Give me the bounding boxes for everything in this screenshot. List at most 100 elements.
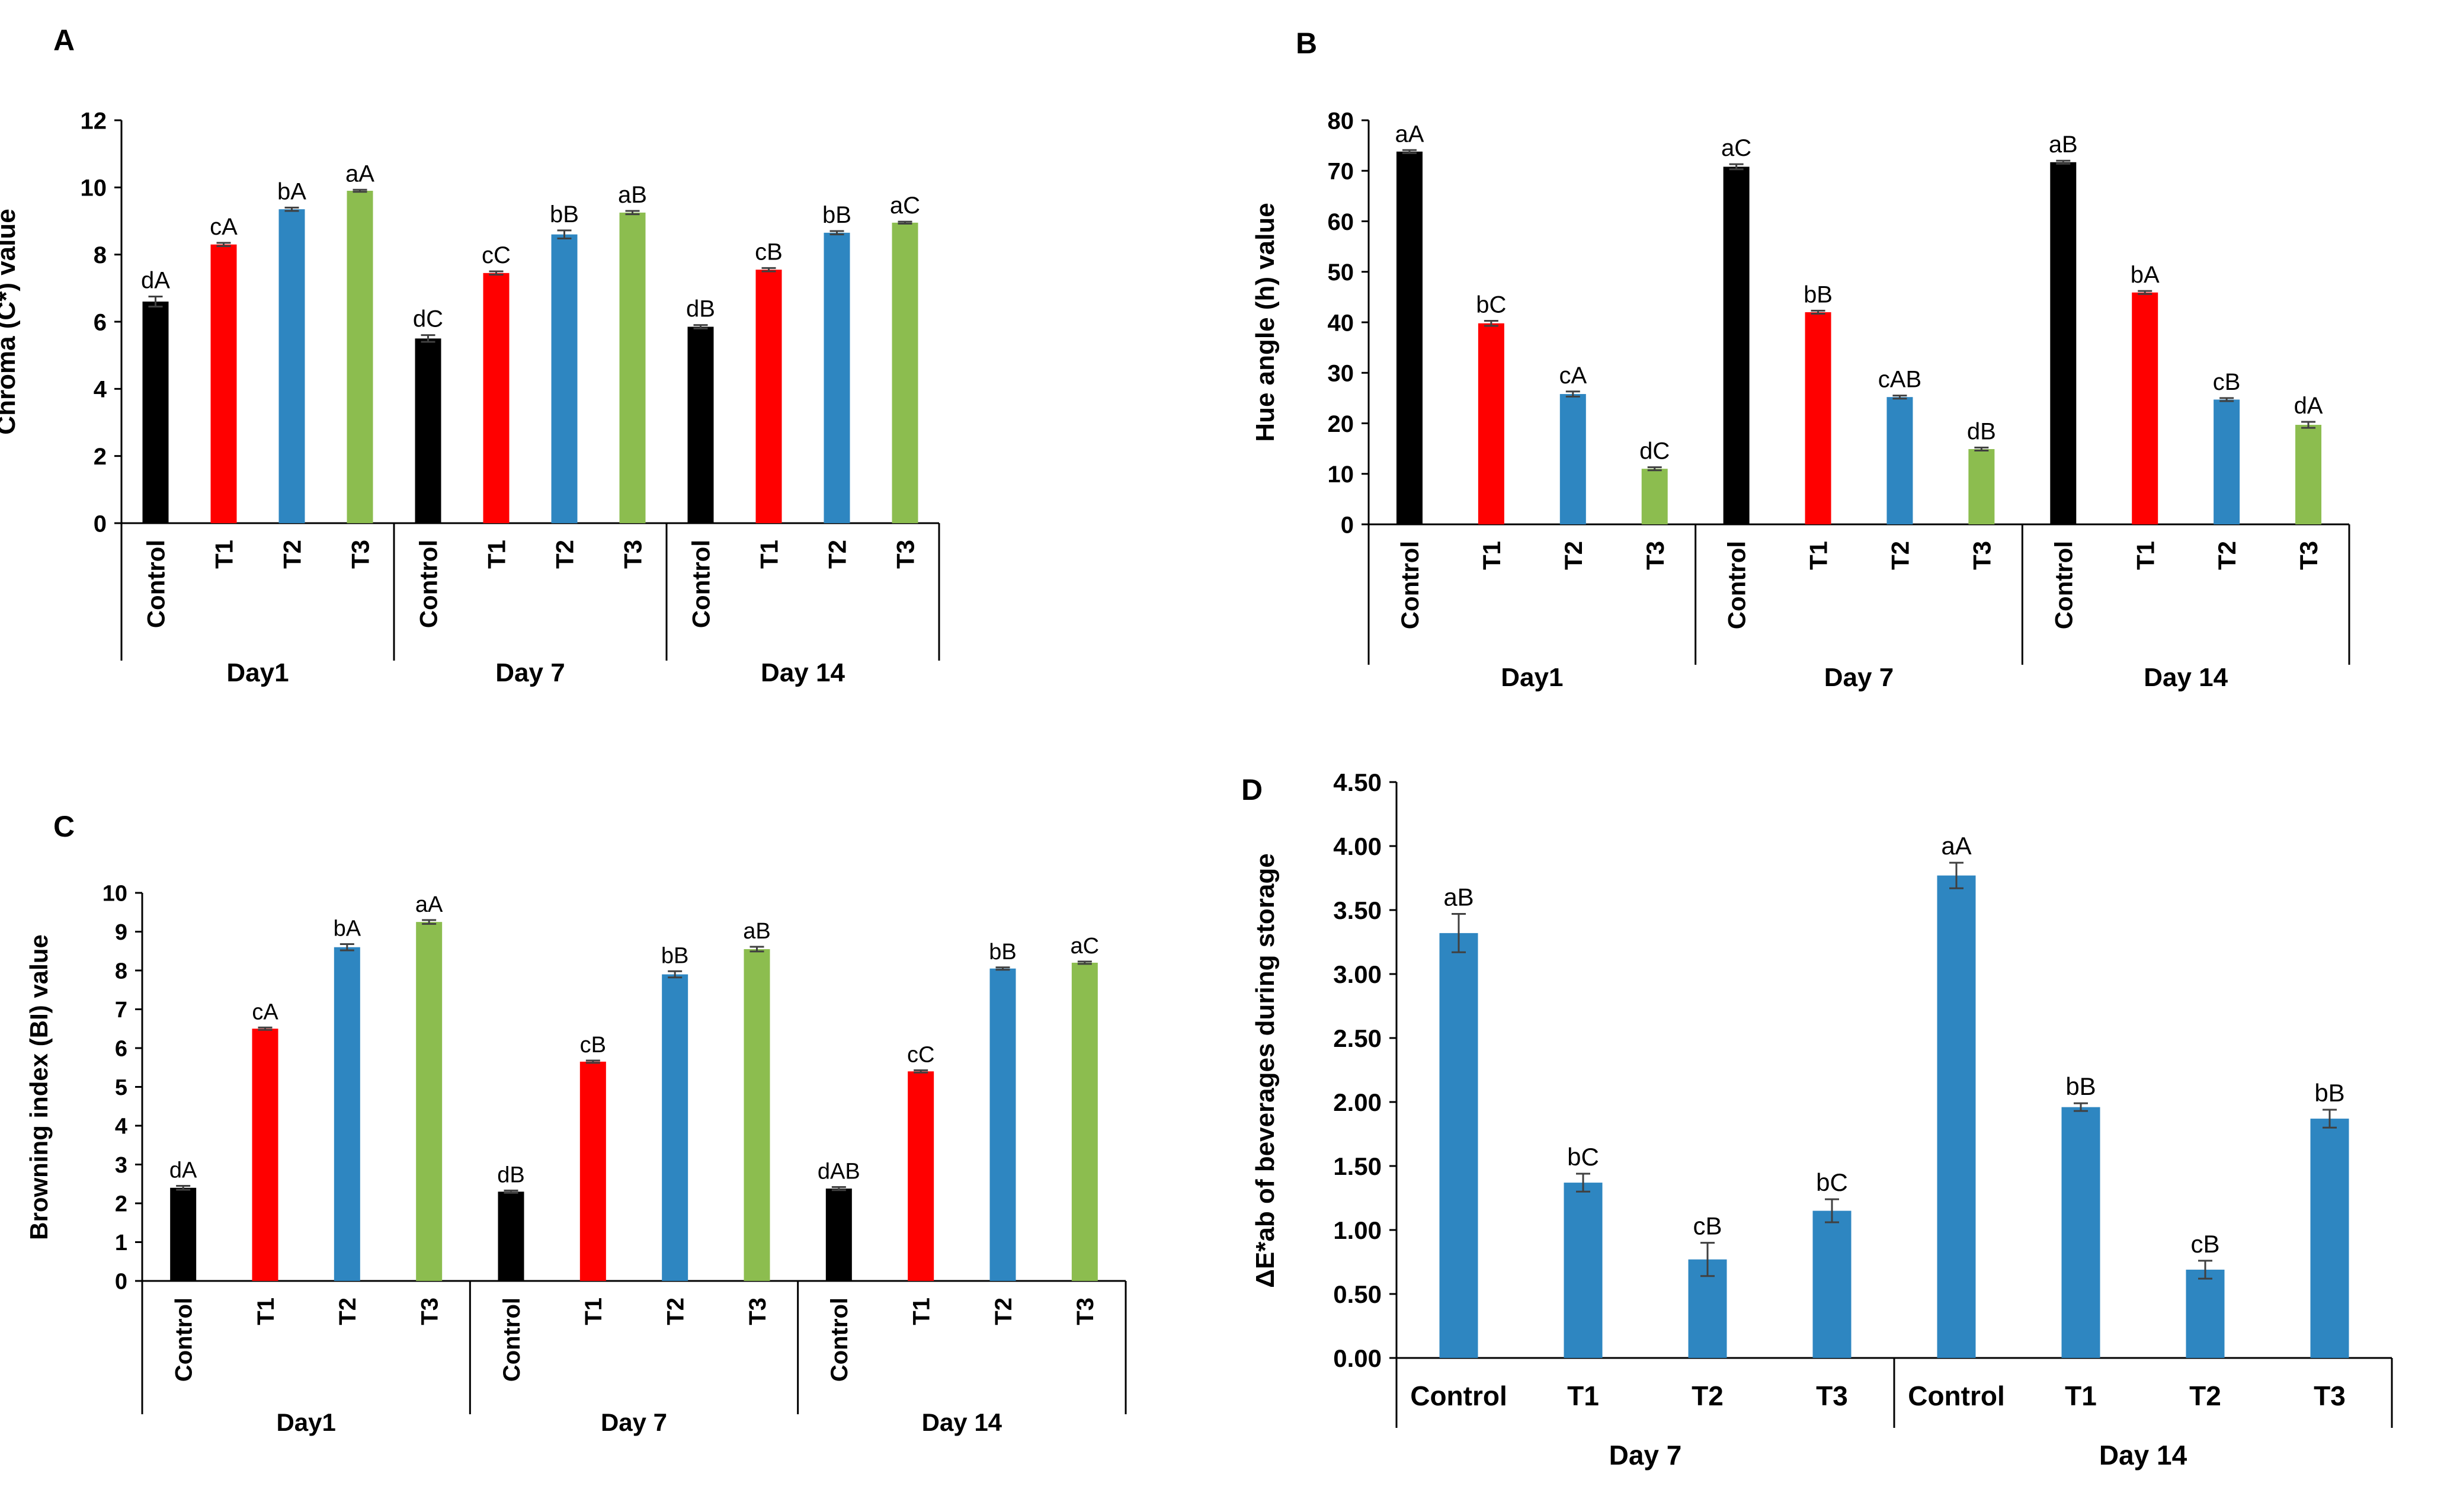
significance-label: bC <box>1816 1168 1848 1196</box>
category-label: T3 <box>892 540 920 569</box>
category-label: Control <box>687 540 715 628</box>
bar <box>619 212 646 523</box>
error-bar <box>421 334 435 343</box>
error-bar <box>1974 446 1989 452</box>
y-tick-label: 0 <box>1341 512 1354 538</box>
bar <box>347 191 373 523</box>
significance-label: cC <box>907 1042 934 1067</box>
significance-label: cA <box>210 214 238 240</box>
group-label: Day 7 <box>1824 663 1894 692</box>
bar <box>2214 399 2240 524</box>
category-label: T2 <box>824 540 851 569</box>
error-bar <box>914 1069 928 1074</box>
bar <box>1396 151 1423 525</box>
significance-label: cA <box>252 1000 278 1024</box>
bar <box>170 1187 197 1281</box>
category-label: T2 <box>663 1298 689 1325</box>
category-label: T3 <box>1072 1298 1098 1325</box>
significance-label: cB <box>755 239 783 265</box>
error-bar <box>557 229 572 239</box>
error-bar <box>1452 912 1466 953</box>
y-tick-label: 2 <box>115 1192 127 1217</box>
category-label: T1 <box>581 1298 607 1325</box>
significance-label: bB <box>2065 1072 2096 1100</box>
y-tick-label: 1.00 <box>1333 1216 1382 1244</box>
significance-label: cC <box>482 242 511 268</box>
bar <box>824 232 850 523</box>
error-bar <box>489 270 504 276</box>
error-bar <box>1402 149 1417 154</box>
panel-letter: D <box>1241 773 1263 806</box>
bar <box>892 222 918 523</box>
error-bar <box>1825 1198 1839 1223</box>
y-tick-label: 20 <box>1328 411 1354 437</box>
significance-label: dA <box>141 268 170 294</box>
chart-panel-a: A 0 2 4 6 8 10 12 Chroma (C*) value Day1 dA Control… <box>0 24 940 687</box>
error-bar <box>898 220 912 225</box>
category-label: T1 <box>1567 1380 1599 1411</box>
bar <box>755 270 782 523</box>
y-tick-label: 1 <box>115 1231 127 1255</box>
group-label: Day 14 <box>761 658 845 687</box>
bar <box>142 302 169 523</box>
significance-label: bA <box>334 916 361 941</box>
y-tick-label: 2.00 <box>1333 1088 1382 1116</box>
y-tick-label: 0.50 <box>1333 1280 1382 1308</box>
bar <box>334 947 360 1281</box>
bar <box>579 1061 606 1281</box>
chart-panel-d: D 0.00 0.50 1.00 1.50 2.00 2.50 3.00 3.50 4.00 4.5… <box>1241 768 2393 1471</box>
significance-label: dAB <box>818 1159 860 1184</box>
bar <box>687 326 714 523</box>
error-bar <box>2219 397 2234 402</box>
bar <box>415 338 441 523</box>
bar <box>2295 425 2322 524</box>
significance-label: dB <box>1967 418 1996 444</box>
category-label: T2 <box>1559 541 1587 570</box>
category-label: T3 <box>619 540 647 569</box>
bar <box>1559 394 1586 524</box>
y-tick-label: 0 <box>94 511 107 537</box>
significance-label: bA <box>277 178 306 204</box>
bar <box>1071 962 1098 1281</box>
y-tick-label: 5 <box>115 1075 127 1100</box>
significance-label: cAB <box>1878 367 1921 393</box>
significance-label: aC <box>890 193 920 219</box>
category-label: T3 <box>1968 541 1995 570</box>
error-bar <box>1647 466 1662 472</box>
error-bar <box>422 919 437 925</box>
error-bar <box>176 1185 191 1191</box>
y-tick-label: 3.50 <box>1333 896 1382 924</box>
category-label: Control <box>1908 1380 2005 1411</box>
bar <box>908 1071 934 1281</box>
y-tick-label: 10 <box>1328 462 1354 488</box>
y-tick-label: 0 <box>115 1270 127 1295</box>
group-label: Day1 <box>1501 663 1563 692</box>
bar <box>498 1191 524 1281</box>
category-label: T1 <box>253 1298 279 1325</box>
category-label: T1 <box>1805 541 1833 570</box>
significance-label: bB <box>989 940 1016 965</box>
error-bar <box>1892 395 1907 400</box>
error-bar <box>1565 390 1580 398</box>
category-label: T3 <box>347 540 374 569</box>
category-label: T1 <box>2131 541 2159 570</box>
group-label: Day 14 <box>922 1408 1002 1436</box>
bar <box>551 234 578 523</box>
significance-label: aC <box>1721 135 1751 161</box>
category-label: T3 <box>2295 541 2323 570</box>
significance-label: bC <box>1567 1143 1599 1171</box>
y-tick-label: 40 <box>1328 310 1354 336</box>
chart-panel-b: B 0 10 20 30 40 50 60 70 80 Hue angle (h) value Day… <box>1251 27 2350 692</box>
group-label: Day 14 <box>2144 663 2228 692</box>
y-axis-label: Browning index (BI) value <box>25 934 53 1240</box>
error-bar <box>693 324 708 329</box>
bar <box>278 209 305 524</box>
category-label: T2 <box>551 540 579 569</box>
y-tick-label: 12 <box>81 108 107 134</box>
bar <box>416 922 443 1281</box>
significance-label: aB <box>1443 883 1474 911</box>
bar <box>1478 323 1504 524</box>
category-label: T3 <box>1816 1380 1848 1411</box>
significance-label: aB <box>2049 132 2078 158</box>
